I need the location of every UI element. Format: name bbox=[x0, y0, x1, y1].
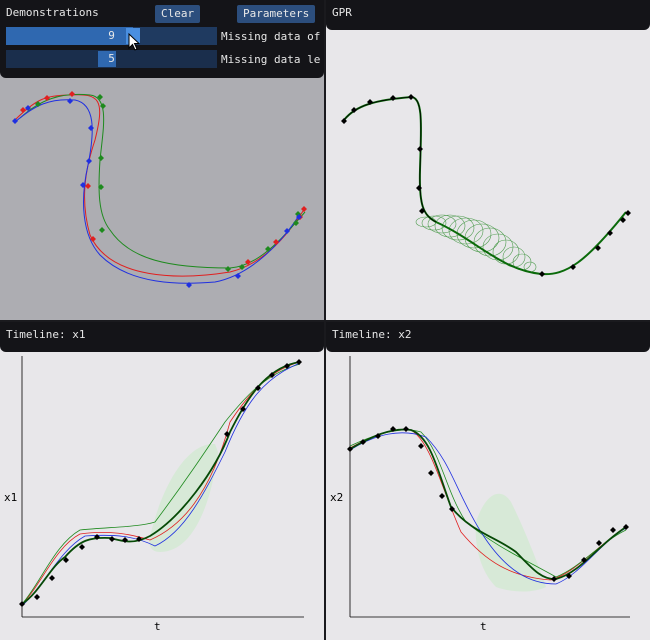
y-axis-label: x1 bbox=[4, 491, 17, 504]
demo-markers bbox=[12, 91, 307, 288]
uncertainty-band bbox=[475, 493, 546, 592]
demonstrations-canvas[interactable] bbox=[0, 0, 324, 320]
demo-curve-green bbox=[21, 363, 301, 605]
y-axis-label: x2 bbox=[330, 491, 343, 504]
demonstrations-header: Demonstrations Clear Parameters 9 Missin… bbox=[0, 0, 324, 78]
horizontal-splitter[interactable] bbox=[0, 320, 650, 322]
gpr-markers bbox=[341, 94, 631, 277]
missing-data-offset-label: Missing data of bbox=[221, 30, 321, 43]
demonstrations-title: Demonstrations bbox=[6, 6, 99, 19]
demo-curve-green bbox=[19, 93, 306, 269]
parameters-button[interactable]: Parameters bbox=[237, 5, 316, 23]
timeline-x1-header: Timeline: x1 bbox=[0, 322, 324, 352]
mouse-cursor-icon bbox=[128, 33, 141, 51]
slider-value: 9 bbox=[108, 29, 115, 42]
missing-data-offset-slider[interactable]: 9 bbox=[6, 27, 217, 45]
missing-data-length-label: Missing data le bbox=[221, 53, 321, 66]
gpr-title: GPR bbox=[332, 6, 352, 19]
demo-curve-red bbox=[14, 94, 306, 277]
gpr-mean-curve bbox=[343, 95, 627, 276]
clear-button[interactable]: Clear bbox=[155, 5, 201, 23]
timeline-x1-title: Timeline: x1 bbox=[6, 328, 86, 341]
timeline-x2-plot: t x2 bbox=[330, 356, 630, 633]
timeline-x2-title: Timeline: x2 bbox=[332, 328, 412, 341]
gpr-mean-curve bbox=[21, 361, 301, 605]
missing-data-length-slider[interactable]: 5 bbox=[6, 50, 217, 68]
gpr-data-curve bbox=[343, 96, 437, 223]
gpr-uncertainty-ellipses bbox=[415, 214, 537, 273]
gpr-header: GPR bbox=[326, 0, 650, 30]
timeline-markers bbox=[19, 359, 302, 607]
x-axis-label: t bbox=[480, 620, 487, 633]
slider-fill bbox=[6, 27, 133, 45]
demo-curve-blue bbox=[21, 362, 301, 607]
gpr-panel: GPR bbox=[326, 0, 650, 320]
demonstrations-panel: Demonstrations Clear Parameters 9 Missin… bbox=[0, 0, 324, 320]
timeline-x1-plot: t x1 bbox=[4, 356, 304, 633]
slider-grab[interactable] bbox=[98, 51, 116, 67]
demo-curve-red bbox=[21, 361, 301, 605]
demo-curve-blue bbox=[14, 99, 301, 284]
slider-value: 5 bbox=[108, 52, 115, 65]
gpr-canvas bbox=[341, 94, 631, 277]
x-axis-label: t bbox=[154, 620, 161, 633]
timeline-x2-panel: Timeline: x2 t x2 bbox=[326, 322, 650, 640]
uncertainty-band bbox=[149, 443, 218, 552]
timeline-x1-panel: Timeline: x1 t x1 bbox=[0, 322, 324, 640]
timeline-x2-header: Timeline: x2 bbox=[326, 322, 650, 352]
